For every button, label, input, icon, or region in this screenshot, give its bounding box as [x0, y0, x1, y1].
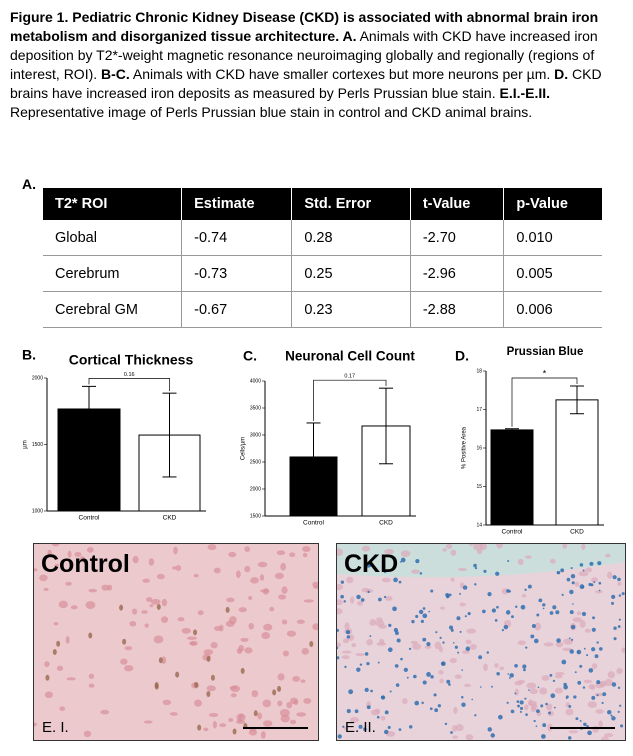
y-tick-label: 15: [476, 484, 482, 490]
chart-title: Prussian Blue: [507, 346, 584, 358]
x-tick-label: Control: [303, 520, 325, 527]
y-tick-label: 4000: [250, 378, 261, 384]
significance-bracket: [313, 379, 387, 421]
y-tick-label: 2000: [250, 486, 261, 492]
stain-texture: [337, 544, 625, 740]
x-tick-label: Control: [79, 515, 101, 522]
y-tick-label: 17: [476, 407, 482, 413]
table-cell: -0.74: [181, 220, 292, 256]
table-cell: -0.67: [181, 291, 292, 328]
caption-text: E.I.-E.II.: [499, 85, 551, 101]
x-tick-label: Control: [502, 529, 524, 536]
significance-bracket: [88, 378, 170, 392]
y-axis-label: µm: [23, 440, 29, 448]
caption-text: Animals with CKD have increased iron dep…: [10, 28, 598, 82]
table-cell: 0.005: [503, 255, 602, 292]
caption-text: Animals with CKD have smaller cortexes b…: [129, 66, 555, 82]
x-tick-label: CKD: [163, 515, 177, 522]
table-row: Cerebrum -0.73 0.25 -2.96 0.005: [43, 255, 602, 292]
caption-text: Representative image of Perls Prussian b…: [10, 104, 533, 120]
panel-title: Control: [41, 550, 130, 578]
table-cell: -2.70: [409, 220, 504, 256]
charts: B. Cortical Thickness µm 1000 1500 2000 Contro…: [22, 346, 604, 536]
caption: Figure 1. Pediatric Chronic Kidney Disea…: [10, 8, 628, 122]
panel-title: CKD: [344, 550, 399, 578]
caption-text: B-C.: [101, 66, 130, 82]
x-tick-label: CKD: [570, 529, 584, 536]
y-axis-label: Cells/µm: [241, 437, 247, 460]
significance-bracket: [511, 377, 578, 427]
panel-label: E. I.: [42, 719, 69, 736]
chart-label: D.: [455, 348, 469, 364]
panel-label: E. II.: [345, 719, 376, 736]
y-tick-label: 16: [476, 445, 482, 451]
bar: [490, 429, 534, 526]
header-cell: p-Value: [503, 188, 602, 220]
table-cell: 0.23: [291, 291, 411, 328]
y-tick-label: 2000: [32, 375, 43, 381]
significance-label: 0.17: [344, 374, 355, 380]
table-row: Cerebral GM -0.67 0.23 -2.88 0.006: [43, 291, 602, 328]
significance-label: 0.16: [124, 372, 135, 378]
table-cell: Cerebrum: [43, 255, 182, 292]
caption-text: D.: [554, 66, 569, 82]
y-tick-label: 2500: [250, 459, 261, 465]
table-cell: -0.73: [181, 255, 292, 292]
chart-label: B.: [22, 347, 36, 363]
table-cell: 0.006: [503, 291, 602, 328]
significance-label: *: [543, 368, 547, 378]
y-axis-label: % Positive Area: [462, 426, 468, 469]
y-tick-label: 3000: [250, 432, 261, 438]
y-tick-label: 14: [476, 522, 482, 528]
micrograph-ckd: CKD E. II.: [336, 543, 626, 741]
table-cell: 0.010: [503, 220, 602, 256]
table-cell: 0.28: [291, 220, 411, 256]
results-table: T2* ROI Estimate Std. Error t-Value p-Value G…: [43, 188, 602, 328]
y-tick-label: 18: [476, 368, 482, 374]
caption-text: CKD brains have increased iron deposits …: [10, 66, 602, 101]
y-tick-label: 1000: [32, 508, 43, 514]
header-cell: Estimate: [181, 188, 292, 220]
table-cell: 0.25: [291, 255, 411, 292]
table-cell: -2.88: [409, 291, 504, 328]
y-tick-label: 3500: [250, 405, 261, 411]
caption-text: Figure 1. Pediatric Chronic Kidney Disea…: [10, 9, 599, 44]
header-cell: t-Value: [409, 188, 504, 220]
chart-label: C.: [243, 348, 257, 364]
header-cell: T2* ROI: [43, 188, 182, 220]
bar: [555, 399, 599, 526]
y-tick-label: 1500: [250, 513, 261, 519]
table-row: Global -0.74 0.28 -2.70 0.010: [43, 220, 602, 256]
chart-title: Cortical Thickness: [69, 352, 194, 368]
table-cell: Global: [43, 220, 182, 256]
stain-texture: [34, 544, 318, 739]
y-tick-label: 1500: [32, 442, 43, 448]
table-cell: Cerebral GM: [43, 291, 182, 328]
micrograph-control: Control E. I.: [33, 543, 319, 741]
chart-title: Neuronal Cell Count: [285, 349, 415, 364]
table-cell: -2.96: [409, 255, 504, 292]
table-label: A.: [22, 176, 36, 192]
header-row: T2* ROI Estimate Std. Error t-Value p-Value: [43, 188, 602, 220]
x-tick-label: CKD: [379, 520, 393, 527]
header-cell: Std. Error: [291, 188, 411, 220]
